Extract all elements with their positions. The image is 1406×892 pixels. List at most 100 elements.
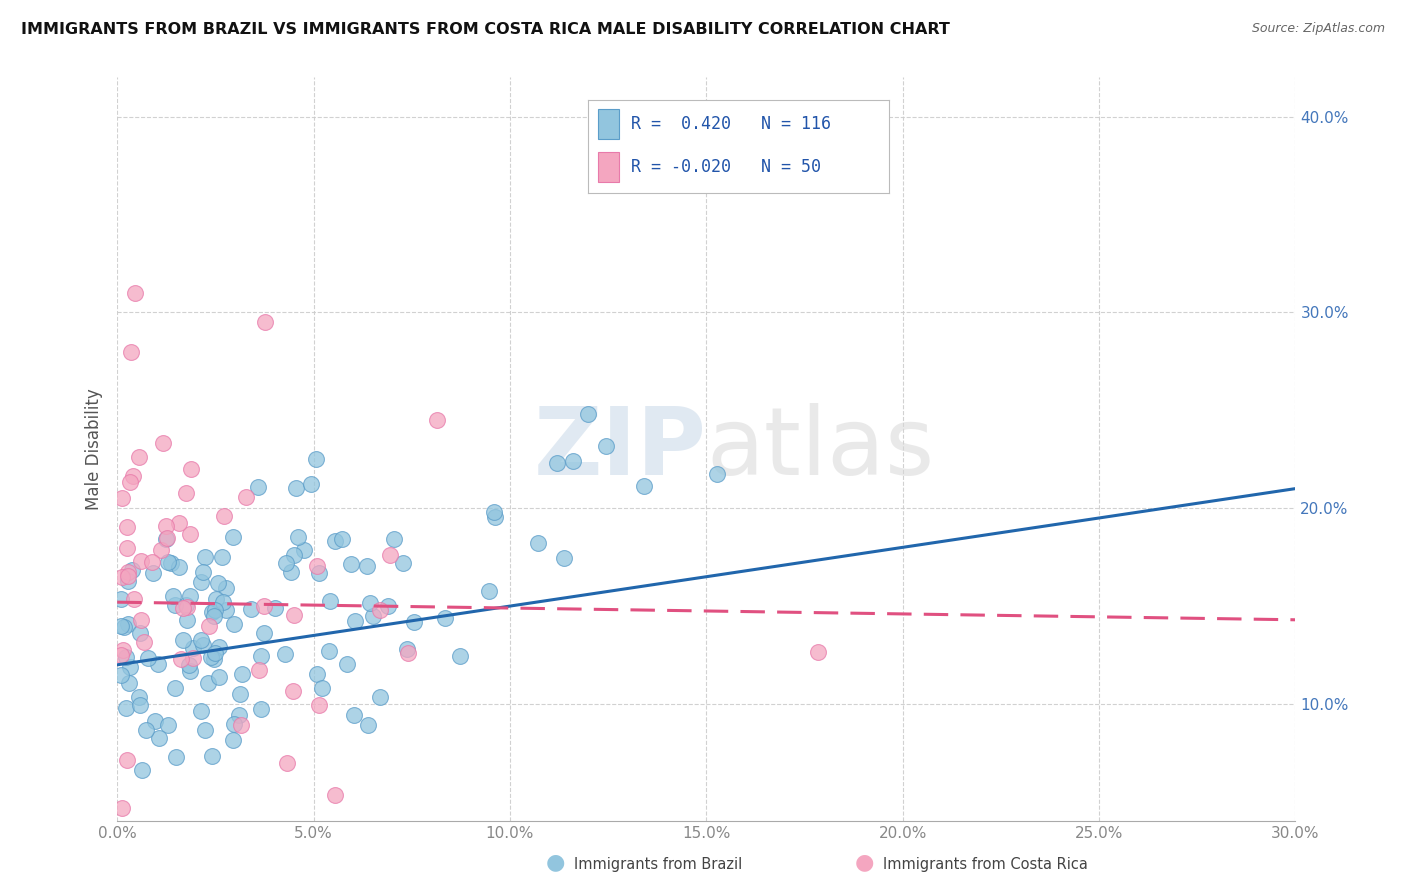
Point [299, 477, 322, 491]
Point [110, 668, 132, 682]
Point [111, 570, 134, 584]
Point [117, 568, 139, 582]
Point [595, 439, 617, 453]
Point [156, 532, 179, 546]
Point [115, 541, 138, 556]
Point [222, 529, 245, 543]
Point [124, 592, 146, 607]
Point [304, 452, 326, 467]
Point [202, 652, 225, 666]
Point [174, 485, 197, 500]
Point [181, 641, 204, 656]
Point [553, 551, 575, 566]
Point [247, 480, 270, 494]
Point [274, 556, 297, 570]
Point [162, 589, 184, 603]
Point [129, 698, 152, 712]
Point [336, 657, 359, 671]
Point [204, 603, 226, 617]
Point [190, 574, 212, 589]
Point [200, 649, 222, 664]
Point [141, 555, 163, 569]
Point [180, 462, 202, 476]
Point [253, 599, 276, 613]
Point [368, 603, 391, 617]
Point [155, 518, 177, 533]
Point [284, 481, 307, 495]
Text: Immigrants from Costa Rica: Immigrants from Costa Rica [883, 857, 1088, 872]
Point [231, 717, 253, 731]
Point [172, 601, 194, 615]
Point [323, 534, 346, 549]
Point [228, 687, 250, 701]
Point [135, 723, 157, 737]
Point [157, 555, 180, 569]
Point [138, 651, 160, 665]
Point [174, 599, 197, 613]
Point [283, 608, 305, 623]
Point [359, 596, 381, 610]
Point [281, 684, 304, 698]
Point [129, 554, 152, 568]
Point [152, 436, 174, 450]
Point [176, 613, 198, 627]
Point [128, 626, 150, 640]
Point [239, 601, 262, 615]
Point [208, 670, 231, 684]
Text: ZIP: ZIP [533, 403, 706, 495]
Point [179, 589, 201, 603]
Point [170, 651, 193, 665]
Point [215, 581, 238, 595]
Point [142, 566, 165, 581]
Point [247, 664, 270, 678]
Point [110, 592, 132, 607]
Point [207, 576, 229, 591]
Point [167, 560, 190, 574]
Text: Immigrants from Brazil: Immigrants from Brazil [574, 857, 742, 872]
Point [118, 676, 141, 690]
Point [377, 599, 399, 613]
Point [283, 548, 305, 562]
Point [111, 801, 134, 815]
Point [706, 467, 728, 482]
Point [576, 407, 599, 421]
Point [120, 344, 142, 359]
Point [305, 667, 328, 681]
Point [112, 620, 135, 634]
Point [392, 556, 415, 570]
Point [356, 558, 378, 573]
Point [214, 508, 236, 523]
Point [562, 453, 585, 467]
Point [197, 676, 219, 690]
Point [159, 556, 181, 570]
Point [340, 557, 363, 571]
Point [382, 533, 405, 547]
Point [546, 456, 568, 470]
Point [308, 566, 330, 580]
Point [198, 618, 221, 632]
Point [117, 565, 139, 579]
Point [380, 549, 402, 563]
Point [193, 723, 215, 737]
Point [319, 594, 342, 608]
Point [222, 733, 245, 747]
Point [132, 635, 155, 649]
Point [117, 520, 139, 534]
Point [208, 640, 231, 654]
Text: ●: ● [546, 853, 565, 872]
Point [110, 648, 132, 662]
Point [253, 625, 276, 640]
Point [111, 643, 134, 657]
Point [122, 469, 145, 483]
Point [311, 681, 333, 695]
Point [110, 491, 132, 506]
Point [201, 748, 224, 763]
Point [807, 645, 830, 659]
Point [128, 450, 150, 464]
Text: IMMIGRANTS FROM BRAZIL VS IMMIGRANTS FROM COSTA RICA MALE DISABILITY CORRELATION: IMMIGRANTS FROM BRAZIL VS IMMIGRANTS FRO… [21, 22, 950, 37]
Point [115, 649, 138, 664]
Point [212, 595, 235, 609]
Point [148, 657, 170, 671]
Point [118, 475, 141, 490]
Point [156, 718, 179, 732]
